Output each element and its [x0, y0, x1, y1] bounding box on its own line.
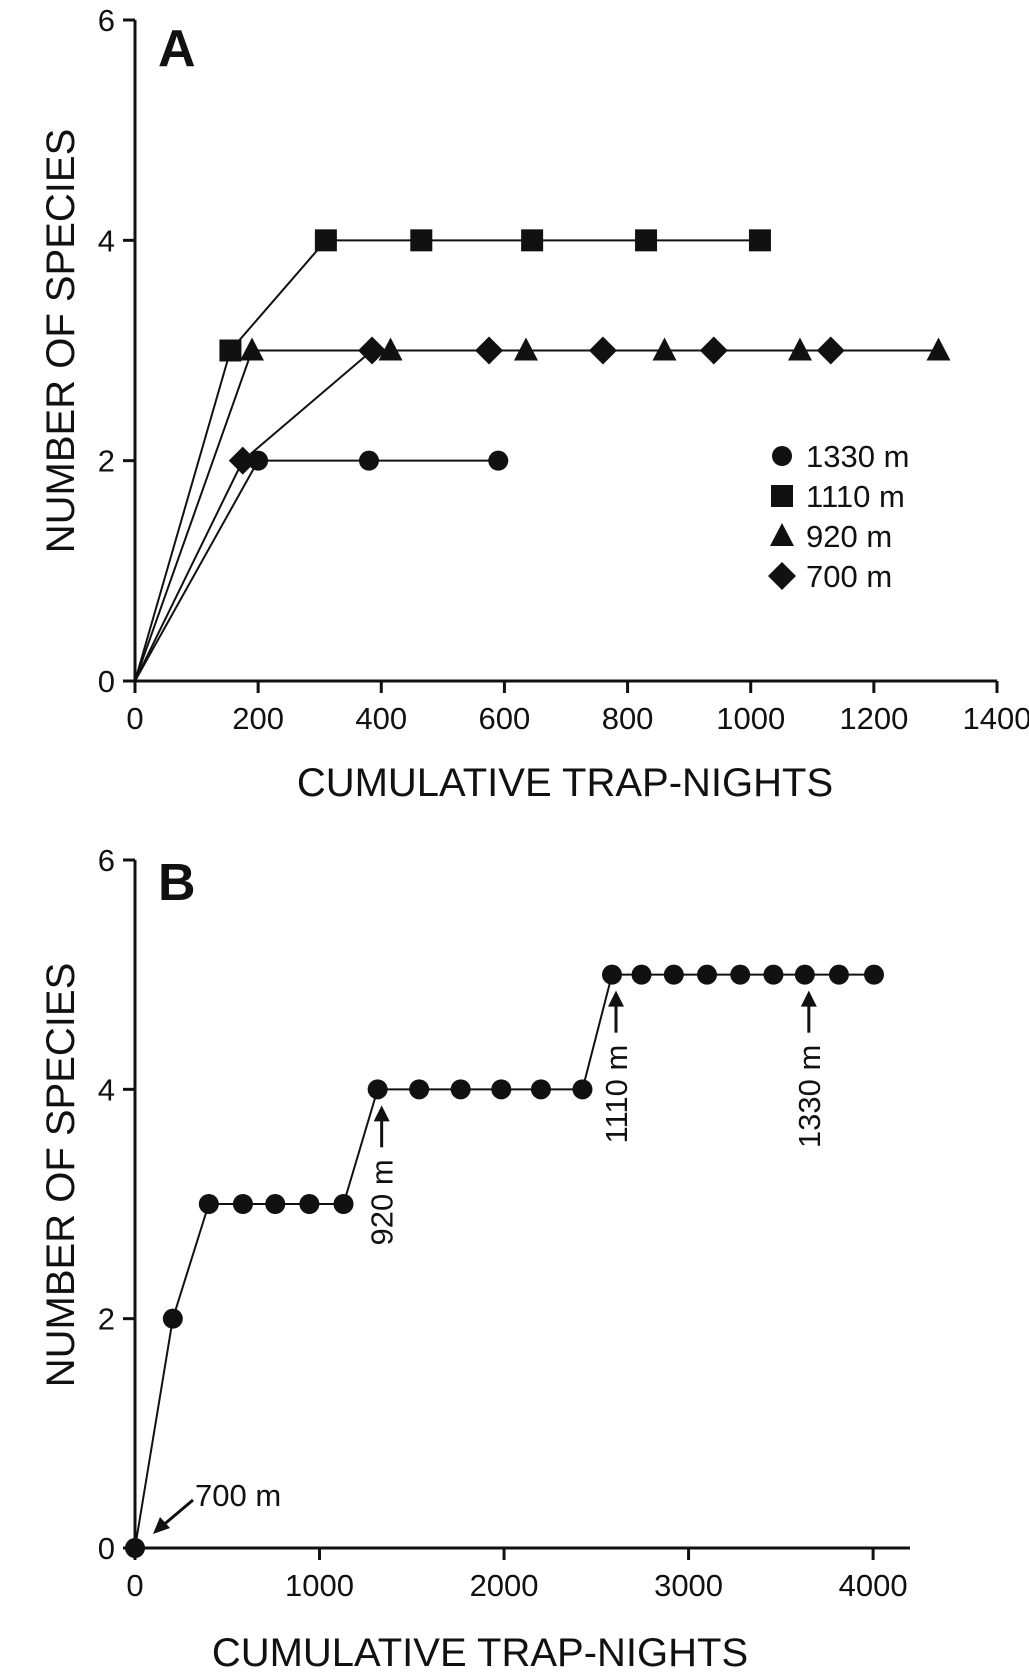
panel-a-diamond-marker	[699, 336, 728, 365]
panel-a-series-line-triangle	[134, 349, 939, 682]
panel-a-legend-label: 1330 m	[806, 439, 909, 474]
panel-a-triangle-marker	[926, 337, 951, 361]
panel-b-circle-marker	[198, 1194, 219, 1214]
panel-a-legend-circle-marker	[772, 446, 792, 466]
panel-b-circle-marker	[450, 1079, 471, 1100]
panel-a-y-tick-label: 4	[98, 223, 115, 258]
panel-b-circle-marker	[864, 964, 885, 985]
panel-b-circle-marker	[763, 964, 784, 985]
panel-a-series-line-diamond	[134, 349, 831, 682]
panel-b-circle-marker	[697, 964, 718, 985]
panel-b-annotation-label: 1330 m	[792, 1045, 827, 1148]
panel-a-triangle-marker	[239, 337, 264, 361]
panel-a-square-marker	[635, 229, 658, 252]
panel-b-circle-marker	[663, 964, 684, 985]
panel-b: B NUMBER OF SPECIES CUMULATIVE TRAP-NIGH…	[39, 843, 910, 1675]
panel-b-letter: B	[158, 854, 196, 912]
panel-a-square-marker	[748, 229, 771, 252]
panel-a-letter: A	[158, 20, 196, 78]
panel-b-circle-marker	[265, 1194, 286, 1214]
panel-a-legend-label: 700 m	[806, 559, 892, 594]
panel-b-x-axis-title: CUMULATIVE TRAP-NIGHTS	[212, 1631, 748, 1675]
panel-b-circle-marker	[730, 964, 751, 985]
panel-b-annotation-label: 920 m	[365, 1159, 400, 1245]
panel-a-triangle-marker	[513, 337, 538, 361]
panel-a-series-line-circle	[134, 459, 499, 682]
panel-b-y-axis-title: NUMBER OF SPECIES	[39, 963, 83, 1388]
panel-a-triangle-marker	[787, 337, 812, 361]
panel-a-circle-marker	[248, 450, 269, 471]
panel-a-diamond-marker	[358, 336, 387, 365]
panel-a-legend-triangle-marker	[770, 523, 794, 546]
panel-b-circle-marker	[409, 1079, 430, 1100]
panel-b-circle-marker	[572, 1079, 593, 1100]
panel-b-circle-marker	[367, 1079, 388, 1100]
panel-b-annotation-label: 1110 m	[599, 1045, 634, 1144]
panel-b-circle-marker	[333, 1194, 354, 1214]
panel-a-square-marker	[314, 229, 337, 252]
panel-a-diamond-marker	[228, 446, 257, 475]
panel-a-legend-label: 920 m	[806, 519, 892, 554]
panel-a-x-tick-label: 1200	[839, 701, 908, 736]
panel-a-x-tick-label: 600	[479, 701, 531, 736]
panel-b-circle-marker	[162, 1308, 183, 1329]
panel-b-circle-marker	[491, 1079, 512, 1100]
panel-a-diamond-marker	[475, 336, 504, 365]
panel-b-y-tick-label: 4	[98, 1072, 115, 1107]
panel-b-x-tick-label: 4000	[839, 1568, 908, 1603]
panel-a-x-tick-label: 1000	[716, 701, 785, 736]
panel-b-circle-marker	[828, 964, 849, 985]
panel-b-circle-marker	[125, 1538, 145, 1558]
panel-b-annotation-arrow-shaft	[160, 1498, 194, 1529]
panel-a-x-axis-title: CUMULATIVE TRAP-NIGHTS	[297, 761, 833, 805]
panel-a-legend-label: 1110 m	[806, 479, 905, 514]
panel-a-x-tick-label: 1400	[963, 701, 1029, 736]
panel-a-legend-square-marker	[771, 485, 793, 507]
panel-b-annotation-label: 700 m	[195, 1478, 281, 1513]
panel-b-y-tick-label: 0	[98, 1531, 115, 1566]
panel-a-square-marker	[521, 229, 544, 252]
panel-a-triangle-marker	[652, 337, 677, 361]
panel-b-y-tick-label: 6	[98, 843, 115, 878]
panel-b-circle-marker	[232, 1194, 253, 1214]
panel-a-legend-diamond-marker	[768, 562, 796, 590]
panel-a-square-marker	[219, 339, 242, 362]
panel-b-annotation-arrow-head	[373, 1105, 390, 1122]
panel-b-y-tick-label: 2	[98, 1302, 115, 1337]
panel-a-y-tick-label: 0	[98, 664, 115, 699]
panel-a-square-marker	[410, 229, 433, 252]
panel-a-y-tick-label: 6	[98, 3, 115, 38]
panel-a-y-tick-label: 2	[98, 444, 115, 479]
panel-b-x-tick-label: 2000	[470, 1568, 539, 1603]
panel-a-x-tick-label: 0	[126, 701, 143, 736]
panel-b-circle-marker	[530, 1079, 551, 1100]
panel-b-x-tick-label: 3000	[654, 1568, 723, 1603]
panel-a-circle-marker	[358, 450, 379, 471]
panel-b-series-line-circle	[134, 973, 875, 1549]
panel-a-triangle-marker	[378, 337, 403, 361]
panel-b-circle-marker	[631, 964, 652, 985]
panel-b-x-tick-label: 0	[126, 1568, 143, 1603]
panel-a: A NUMBER OF SPECIES CUMULATIVE TRAP-NIGH…	[39, 3, 1029, 805]
panel-b-x-tick-label: 1000	[285, 1568, 354, 1603]
panel-b-circle-marker	[299, 1194, 320, 1214]
panel-a-x-tick-label: 800	[602, 701, 654, 736]
panel-b-circle-marker	[794, 964, 815, 985]
panel-b-circle-marker	[601, 964, 622, 985]
panel-a-y-axis-title: NUMBER OF SPECIES	[39, 129, 83, 554]
panel-a-circle-marker	[488, 450, 509, 471]
panel-a-x-tick-label: 200	[232, 701, 284, 736]
panel-b-annotation-arrow-head	[607, 990, 624, 1007]
panel-a-diamond-marker	[588, 336, 617, 365]
panel-b-annotation-arrow-head	[153, 1517, 170, 1534]
panel-a-diamond-marker	[816, 336, 845, 365]
panel-a-x-tick-label: 400	[355, 701, 407, 736]
panel-b-annotation-arrow-head	[800, 990, 817, 1007]
